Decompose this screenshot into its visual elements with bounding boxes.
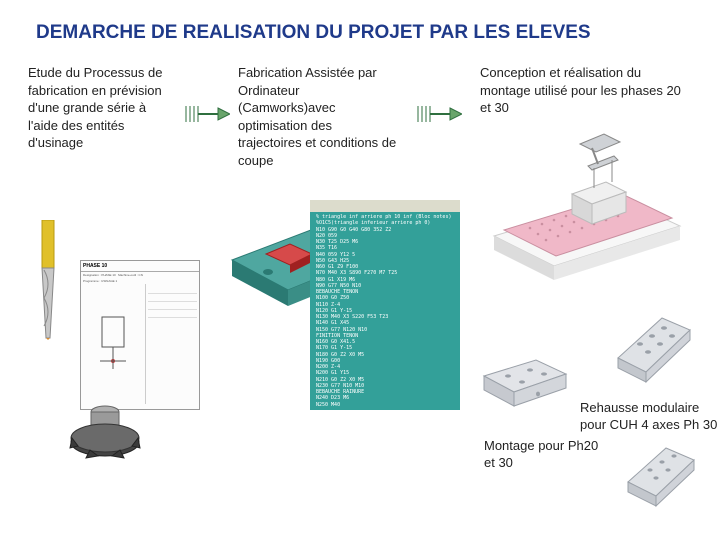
riser-wedge-2-image [622,442,700,508]
process-sheet-image: PHASE 10 Designation : PHASE 10 Machine-… [80,260,200,410]
riser-wedge-image [610,310,696,384]
gcode-text: % triangle inf arriere ph 10 inf (Bloc n… [316,214,454,408]
arrow-2 [416,104,462,124]
machined-block-image [478,350,570,412]
drill-bit-image [26,220,70,340]
column-3-text: Conception et réalisation du montage uti… [480,64,690,117]
column-2-text: Fabrication Assistée par Ordinateur (Cam… [238,64,398,169]
arrow-1 [184,104,230,124]
label-rehausse: Rehausse modulaire pour CUH 4 axes Ph 30 [580,400,720,434]
label-montage: Montage pour Ph20 et 30 [484,438,604,472]
milling-cutter-image [60,390,150,470]
gcode-window: % triangle inf arriere ph 10 inf (Bloc n… [310,200,460,410]
column-1-text: Etude du Processus de fabrication en pré… [28,64,178,152]
page-title: DEMARCHE DE REALISATION DU PROJET PAR LE… [36,22,591,44]
fixture-assembly-image [480,130,690,290]
